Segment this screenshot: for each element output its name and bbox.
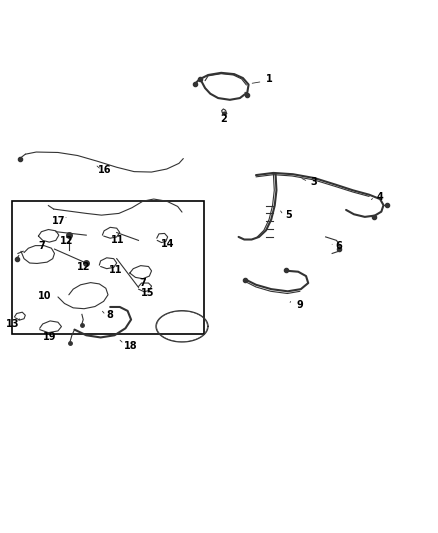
Text: 6: 6 — [336, 241, 342, 251]
Text: 4: 4 — [377, 192, 383, 202]
Text: 12: 12 — [60, 236, 74, 246]
Text: 14: 14 — [161, 239, 174, 249]
Text: 15: 15 — [141, 288, 154, 297]
Text: 13: 13 — [6, 319, 19, 329]
Text: 5: 5 — [285, 210, 292, 220]
Text: 7: 7 — [139, 278, 146, 288]
Text: 11: 11 — [109, 265, 122, 275]
Text: 17: 17 — [52, 216, 66, 226]
Text: 11: 11 — [111, 235, 125, 245]
Text: 7: 7 — [38, 241, 45, 251]
Text: 3: 3 — [311, 176, 317, 187]
Text: 8: 8 — [106, 310, 113, 320]
Text: 1: 1 — [266, 75, 272, 84]
Bar — [12, 201, 204, 334]
Text: 19: 19 — [42, 332, 56, 342]
Text: 10: 10 — [38, 291, 52, 301]
Text: 18: 18 — [124, 341, 138, 351]
Text: 2: 2 — [220, 114, 227, 124]
Text: 16: 16 — [98, 165, 112, 175]
Text: 12: 12 — [78, 262, 91, 271]
Text: 9: 9 — [296, 300, 303, 310]
